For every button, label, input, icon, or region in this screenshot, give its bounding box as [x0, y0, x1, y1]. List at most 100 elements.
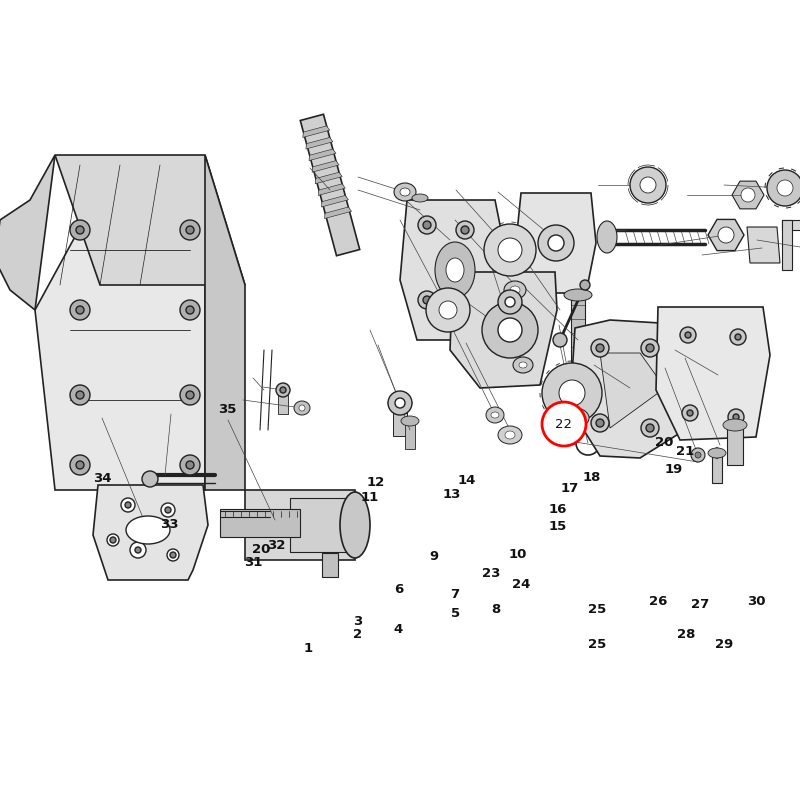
Circle shape — [121, 498, 135, 512]
Polygon shape — [55, 155, 245, 285]
Circle shape — [276, 383, 290, 397]
Circle shape — [682, 405, 698, 421]
Circle shape — [180, 455, 200, 475]
Text: 31: 31 — [244, 556, 262, 569]
Circle shape — [733, 414, 739, 420]
Circle shape — [505, 297, 515, 307]
Circle shape — [559, 380, 585, 406]
Polygon shape — [450, 272, 557, 388]
Polygon shape — [782, 220, 800, 230]
Polygon shape — [205, 155, 245, 490]
Circle shape — [591, 414, 609, 432]
Ellipse shape — [400, 188, 410, 196]
Circle shape — [180, 220, 200, 240]
Bar — [405, 421, 415, 449]
Circle shape — [167, 549, 179, 561]
Ellipse shape — [504, 281, 526, 299]
Circle shape — [426, 288, 470, 332]
Ellipse shape — [564, 289, 592, 301]
Ellipse shape — [498, 426, 522, 444]
Circle shape — [186, 461, 194, 469]
Ellipse shape — [412, 194, 428, 202]
Text: 15: 15 — [549, 520, 566, 533]
Ellipse shape — [294, 401, 310, 415]
Ellipse shape — [340, 492, 370, 558]
Text: 18: 18 — [583, 471, 601, 484]
Ellipse shape — [299, 405, 305, 411]
Bar — [322, 553, 338, 577]
Text: 9: 9 — [430, 550, 439, 562]
Polygon shape — [600, 353, 665, 428]
Ellipse shape — [723, 419, 747, 431]
Circle shape — [70, 300, 90, 320]
Polygon shape — [656, 307, 770, 440]
Polygon shape — [35, 200, 205, 490]
Ellipse shape — [126, 516, 170, 544]
Text: 22: 22 — [555, 418, 573, 430]
Circle shape — [170, 552, 176, 558]
Circle shape — [640, 177, 656, 193]
Circle shape — [498, 318, 522, 342]
Circle shape — [695, 452, 701, 458]
Polygon shape — [318, 184, 346, 195]
Text: 13: 13 — [443, 488, 461, 501]
Text: 5: 5 — [451, 607, 461, 620]
Circle shape — [280, 387, 286, 393]
Circle shape — [418, 291, 436, 309]
Circle shape — [542, 402, 586, 446]
Text: 34: 34 — [93, 472, 112, 485]
Text: 20: 20 — [253, 543, 270, 556]
Ellipse shape — [446, 258, 464, 282]
Polygon shape — [712, 447, 722, 459]
Polygon shape — [315, 172, 342, 184]
Text: 21: 21 — [677, 446, 694, 458]
Text: 8: 8 — [491, 603, 501, 616]
Circle shape — [456, 306, 464, 314]
Ellipse shape — [401, 416, 419, 426]
Circle shape — [591, 339, 609, 357]
Circle shape — [125, 502, 131, 508]
Circle shape — [630, 167, 666, 203]
Text: 26: 26 — [650, 595, 667, 608]
Circle shape — [110, 537, 116, 543]
Circle shape — [538, 225, 574, 261]
Ellipse shape — [561, 408, 589, 428]
Circle shape — [596, 419, 604, 427]
Text: 6: 6 — [394, 583, 403, 596]
Circle shape — [542, 363, 602, 423]
Polygon shape — [782, 220, 792, 270]
Circle shape — [641, 419, 659, 437]
Circle shape — [423, 296, 431, 304]
Circle shape — [76, 306, 84, 314]
Circle shape — [767, 170, 800, 206]
Polygon shape — [747, 227, 780, 263]
Circle shape — [186, 226, 194, 234]
Circle shape — [135, 547, 141, 553]
Circle shape — [130, 542, 146, 558]
Polygon shape — [322, 195, 349, 207]
Text: 1: 1 — [303, 642, 313, 654]
Text: 4: 4 — [394, 623, 403, 636]
Bar — [278, 390, 288, 414]
Text: 29: 29 — [715, 638, 733, 650]
Bar — [571, 295, 585, 385]
Circle shape — [70, 385, 90, 405]
Text: 3: 3 — [353, 615, 362, 628]
Circle shape — [484, 224, 536, 276]
Polygon shape — [93, 485, 208, 580]
Circle shape — [70, 220, 90, 240]
Text: 27: 27 — [691, 598, 709, 610]
Circle shape — [76, 461, 84, 469]
Circle shape — [646, 424, 654, 432]
Circle shape — [456, 221, 474, 239]
Text: 28: 28 — [678, 628, 695, 641]
Polygon shape — [325, 207, 351, 218]
Ellipse shape — [435, 242, 475, 298]
Polygon shape — [570, 320, 685, 458]
Polygon shape — [302, 126, 330, 138]
Text: 7: 7 — [450, 588, 459, 601]
Circle shape — [498, 290, 522, 314]
Circle shape — [728, 409, 744, 425]
Circle shape — [70, 455, 90, 475]
Circle shape — [395, 398, 405, 408]
